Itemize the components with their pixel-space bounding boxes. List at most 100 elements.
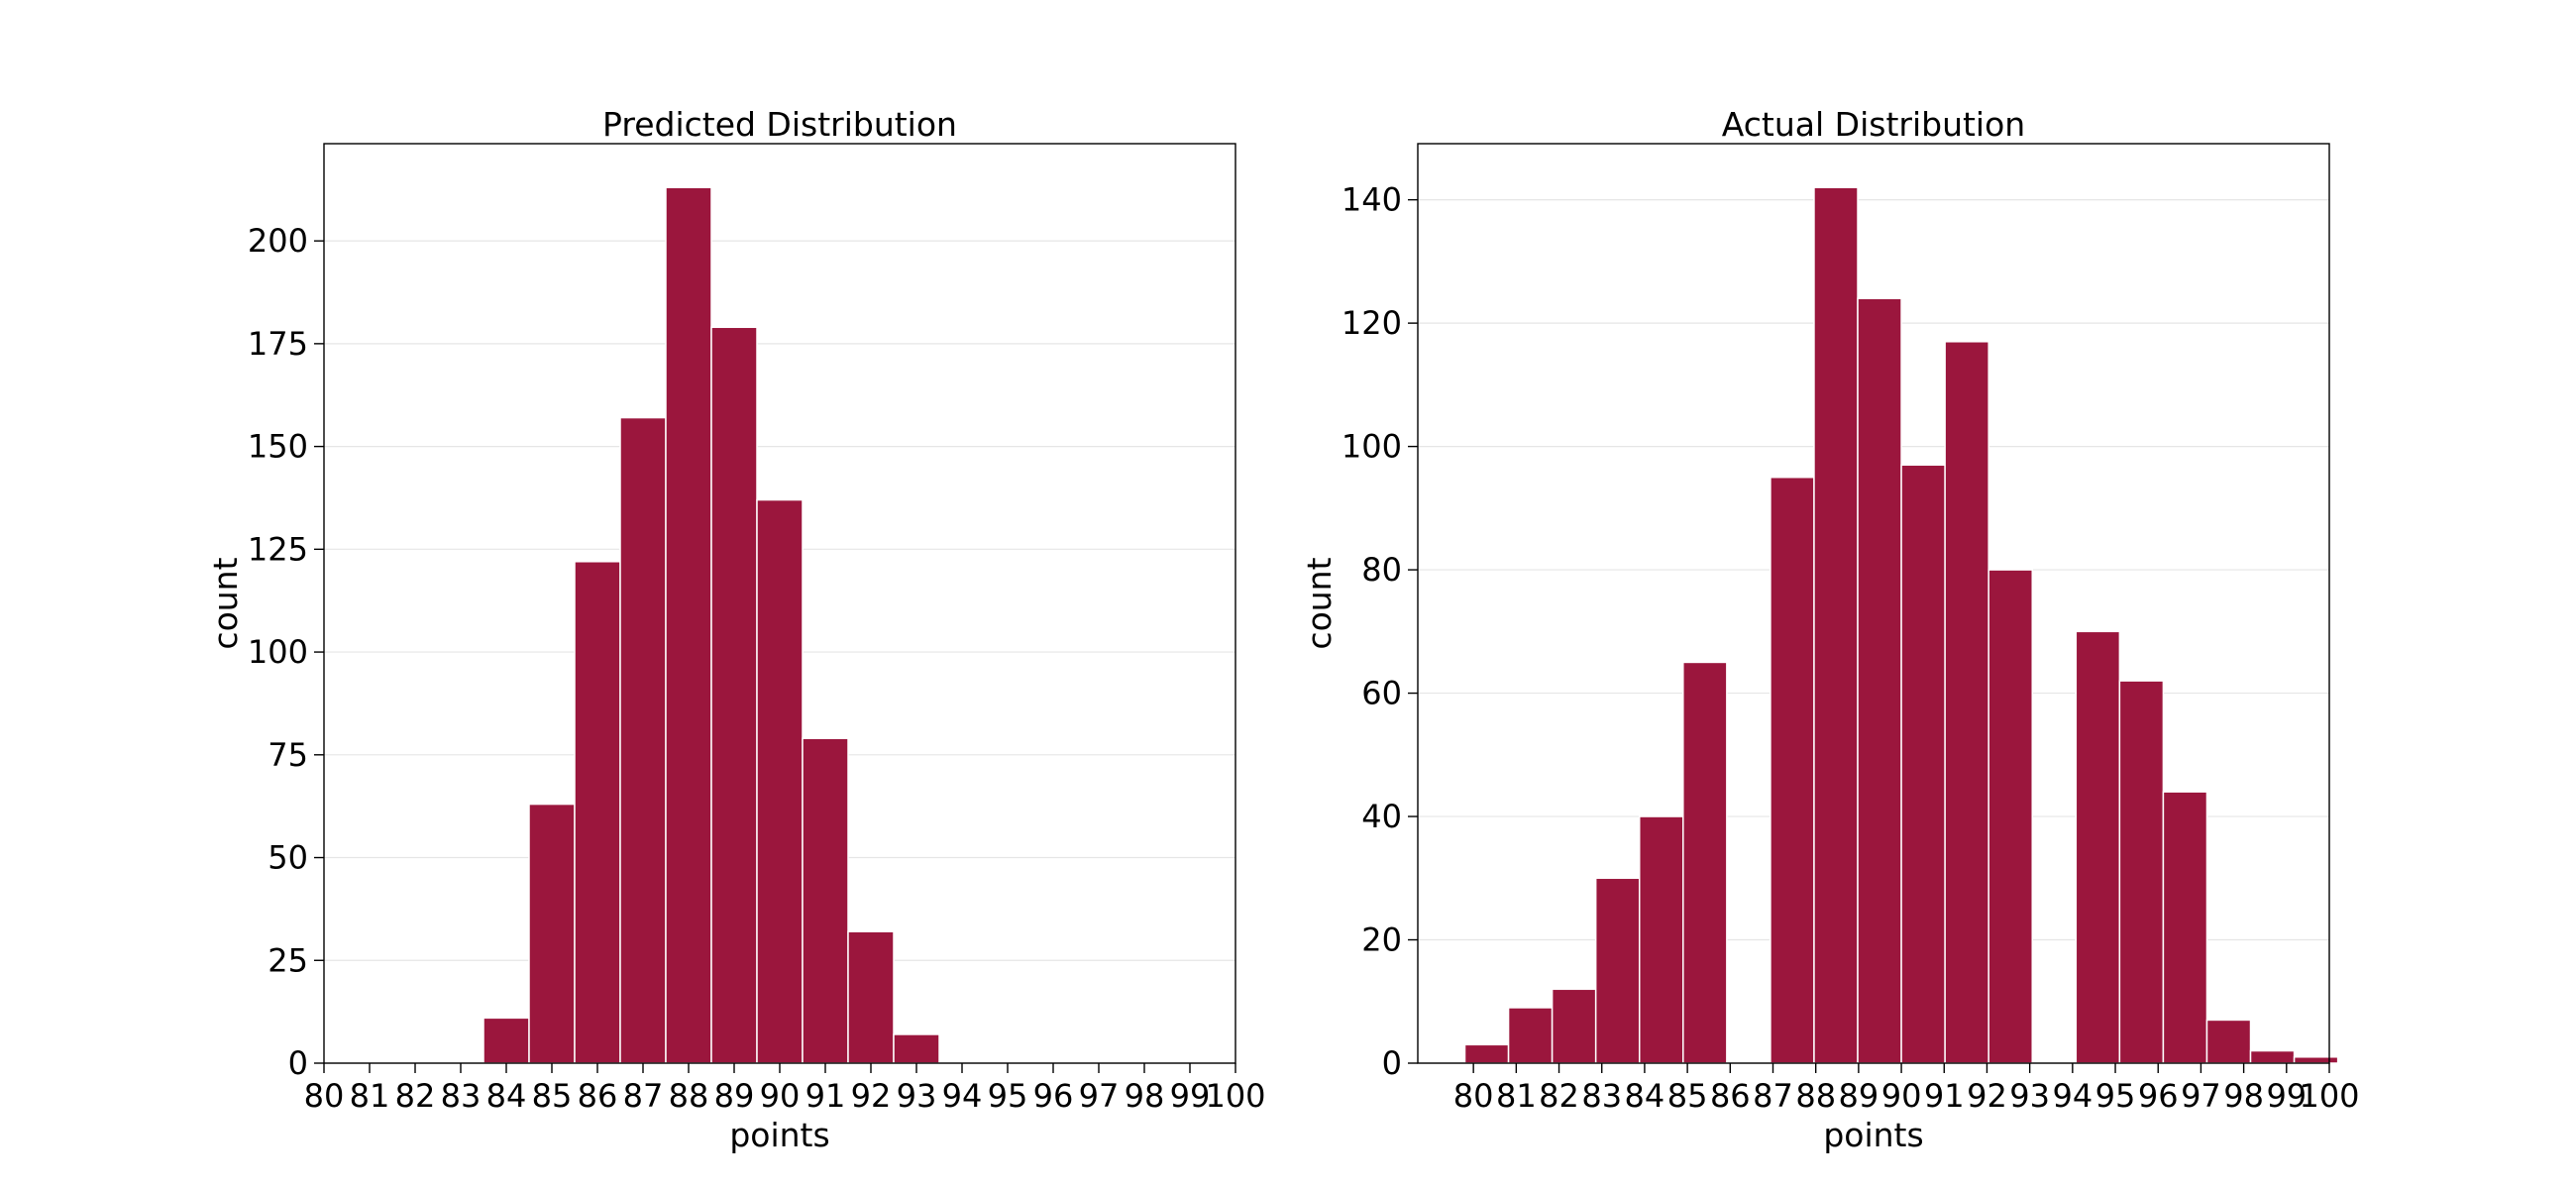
actual-histogram-bar: [1900, 464, 1946, 1064]
predicted-y-tick-label: 200: [248, 222, 308, 260]
predicted-histogram-bar: [528, 803, 576, 1064]
predicted-x-tick-label: 96: [1033, 1077, 1074, 1115]
predicted-y-tick-label: 50: [268, 839, 308, 877]
actual-histogram-bar: [1813, 186, 1859, 1064]
actual-axes-frame: [1417, 143, 2330, 1064]
actual-x-tick-label: 95: [2095, 1077, 2136, 1115]
predicted-y-tick-label: 125: [248, 530, 308, 568]
predicted-histogram-bar: [802, 737, 849, 1064]
predicted-y-tick-label: 25: [268, 941, 308, 979]
actual-histogram-bar: [1594, 877, 1641, 1064]
actual-y-tick-label: 40: [1361, 798, 1402, 835]
actual-y-tick-label: 20: [1361, 921, 1402, 959]
actual-y-tick-label: 60: [1361, 675, 1402, 712]
actual-x-tick-label: 85: [1667, 1077, 1708, 1115]
actual-x-tick-label: 94: [2052, 1077, 2093, 1115]
predicted-x-tick-label: 94: [942, 1077, 983, 1115]
predicted-x-tick-label: 87: [623, 1077, 664, 1115]
actual-histogram-bar: [1551, 988, 1597, 1064]
actual-bars: [1463, 186, 2339, 1064]
actual-x-tick-label: 82: [1539, 1077, 1579, 1115]
actual-x-tick-label: 92: [1967, 1077, 2007, 1115]
actual-histogram-bar: [2162, 791, 2208, 1064]
actual-histogram-bar: [2118, 680, 2165, 1064]
actual-histogram-bar: [1682, 661, 1728, 1064]
predicted-y-tick-label: 0: [288, 1044, 308, 1082]
actual-histogram-bar: [2205, 1019, 2252, 1064]
predicted-distribution-chart: 0 25 50 75 100 125 150 175 200 80 81 82 83 84 85 86 87 88…: [206, 105, 1266, 1154]
actual-histogram-bar: [1463, 1043, 1510, 1064]
actual-y-tick-label: 120: [1342, 304, 1402, 342]
predicted-x-tick-label: 92: [851, 1077, 892, 1115]
predicted-histogram-bar: [619, 416, 667, 1064]
predicted-y-tick-label: 175: [248, 325, 308, 363]
predicted-y-axis-label: count: [206, 557, 245, 649]
actual-x-tick-label: 87: [1753, 1077, 1793, 1115]
predicted-histogram-bar: [710, 326, 758, 1064]
predicted-x-tick-label: 98: [1125, 1077, 1165, 1115]
actual-histogram-bar: [1770, 476, 1815, 1064]
predicted-x-tick-label: 83: [441, 1077, 482, 1115]
predicted-x-tick-label: 93: [897, 1077, 937, 1115]
predicted-x-tick-label: 86: [578, 1077, 618, 1115]
actual-x-axis-label: points: [1823, 1116, 1923, 1154]
actual-x-tick-label: 81: [1496, 1077, 1537, 1115]
predicted-histogram-bar: [665, 186, 712, 1064]
predicted-histogram-bar: [847, 930, 895, 1064]
actual-x-tick-label: 88: [1795, 1077, 1836, 1115]
predicted-y-tick-label: 75: [268, 736, 308, 774]
predicted-x-tick-label: 91: [805, 1077, 846, 1115]
actual-x-tick-label: 98: [2223, 1077, 2264, 1115]
predicted-x-tick-label: 99: [1170, 1077, 1211, 1115]
actual-x-tick-label: 80: [1453, 1077, 1494, 1115]
actual-histogram-bar: [2075, 630, 2121, 1064]
actual-x-tick-label: 86: [1710, 1077, 1751, 1115]
actual-x-tick-label: 90: [1881, 1077, 1922, 1115]
actual-x-tick-label: 100: [2299, 1077, 2359, 1115]
actual-x-tick-label: 91: [1924, 1077, 1965, 1115]
actual-y-axis-label: count: [1300, 557, 1339, 649]
predicted-y-tick-label: 100: [248, 633, 308, 671]
actual-x-tick-label: 84: [1625, 1077, 1665, 1115]
predicted-chart-title: Predicted Distribution: [602, 105, 957, 144]
actual-x-tick-label: 89: [1839, 1077, 1879, 1115]
actual-histogram-bar: [1944, 341, 1989, 1064]
predicted-bars: [483, 186, 940, 1064]
predicted-x-tick-label: 90: [760, 1077, 801, 1115]
predicted-x-tick-label: 85: [532, 1077, 573, 1115]
actual-histogram-bar: [2249, 1049, 2296, 1064]
predicted-x-tick-label: 89: [714, 1077, 755, 1115]
predicted-x-tick-label: 95: [988, 1077, 1028, 1115]
actual-histogram-bar: [1507, 1007, 1554, 1064]
actual-x-tick-label: 83: [1581, 1077, 1622, 1115]
predicted-x-tick-label: 97: [1079, 1077, 1120, 1115]
predicted-x-tick-label: 81: [350, 1077, 390, 1115]
actual-x-tick-label: 97: [2181, 1077, 2221, 1115]
predicted-histogram-bar: [483, 1017, 530, 1064]
actual-histogram-bar: [1638, 815, 1684, 1064]
predicted-histogram-bar: [756, 498, 804, 1064]
actual-histogram-bar: [1857, 297, 1902, 1064]
predicted-x-tick-label: 100: [1205, 1077, 1265, 1115]
actual-histogram-bar: [2293, 1056, 2339, 1064]
predicted-histogram-bar: [893, 1033, 940, 1064]
actual-y-tick-label: 80: [1361, 551, 1402, 589]
predicted-x-tick-label: 88: [669, 1077, 709, 1115]
predicted-x-tick-label: 82: [395, 1077, 436, 1115]
actual-chart-title: Actual Distribution: [1722, 105, 2025, 144]
actual-y-tick-label: 100: [1342, 428, 1402, 466]
actual-x-tick-label: 93: [2009, 1077, 2050, 1115]
predicted-y-tick-label: 150: [248, 428, 308, 466]
predicted-ticks: 0 25 50 75 100 125 150 175 200 80 81 82 83 84 85 86 87 88…: [248, 222, 1266, 1115]
actual-x-tick-label: 96: [2138, 1077, 2179, 1115]
predicted-histogram-bar: [574, 561, 621, 1064]
actual-x-tick-label: 99: [2266, 1077, 2307, 1115]
actual-y-tick-label: 0: [1382, 1044, 1402, 1082]
predicted-x-tick-label: 84: [486, 1077, 527, 1115]
actual-y-tick-label: 140: [1342, 181, 1402, 219]
predicted-x-tick-label: 80: [304, 1077, 345, 1115]
predicted-x-axis-label: points: [729, 1116, 829, 1154]
